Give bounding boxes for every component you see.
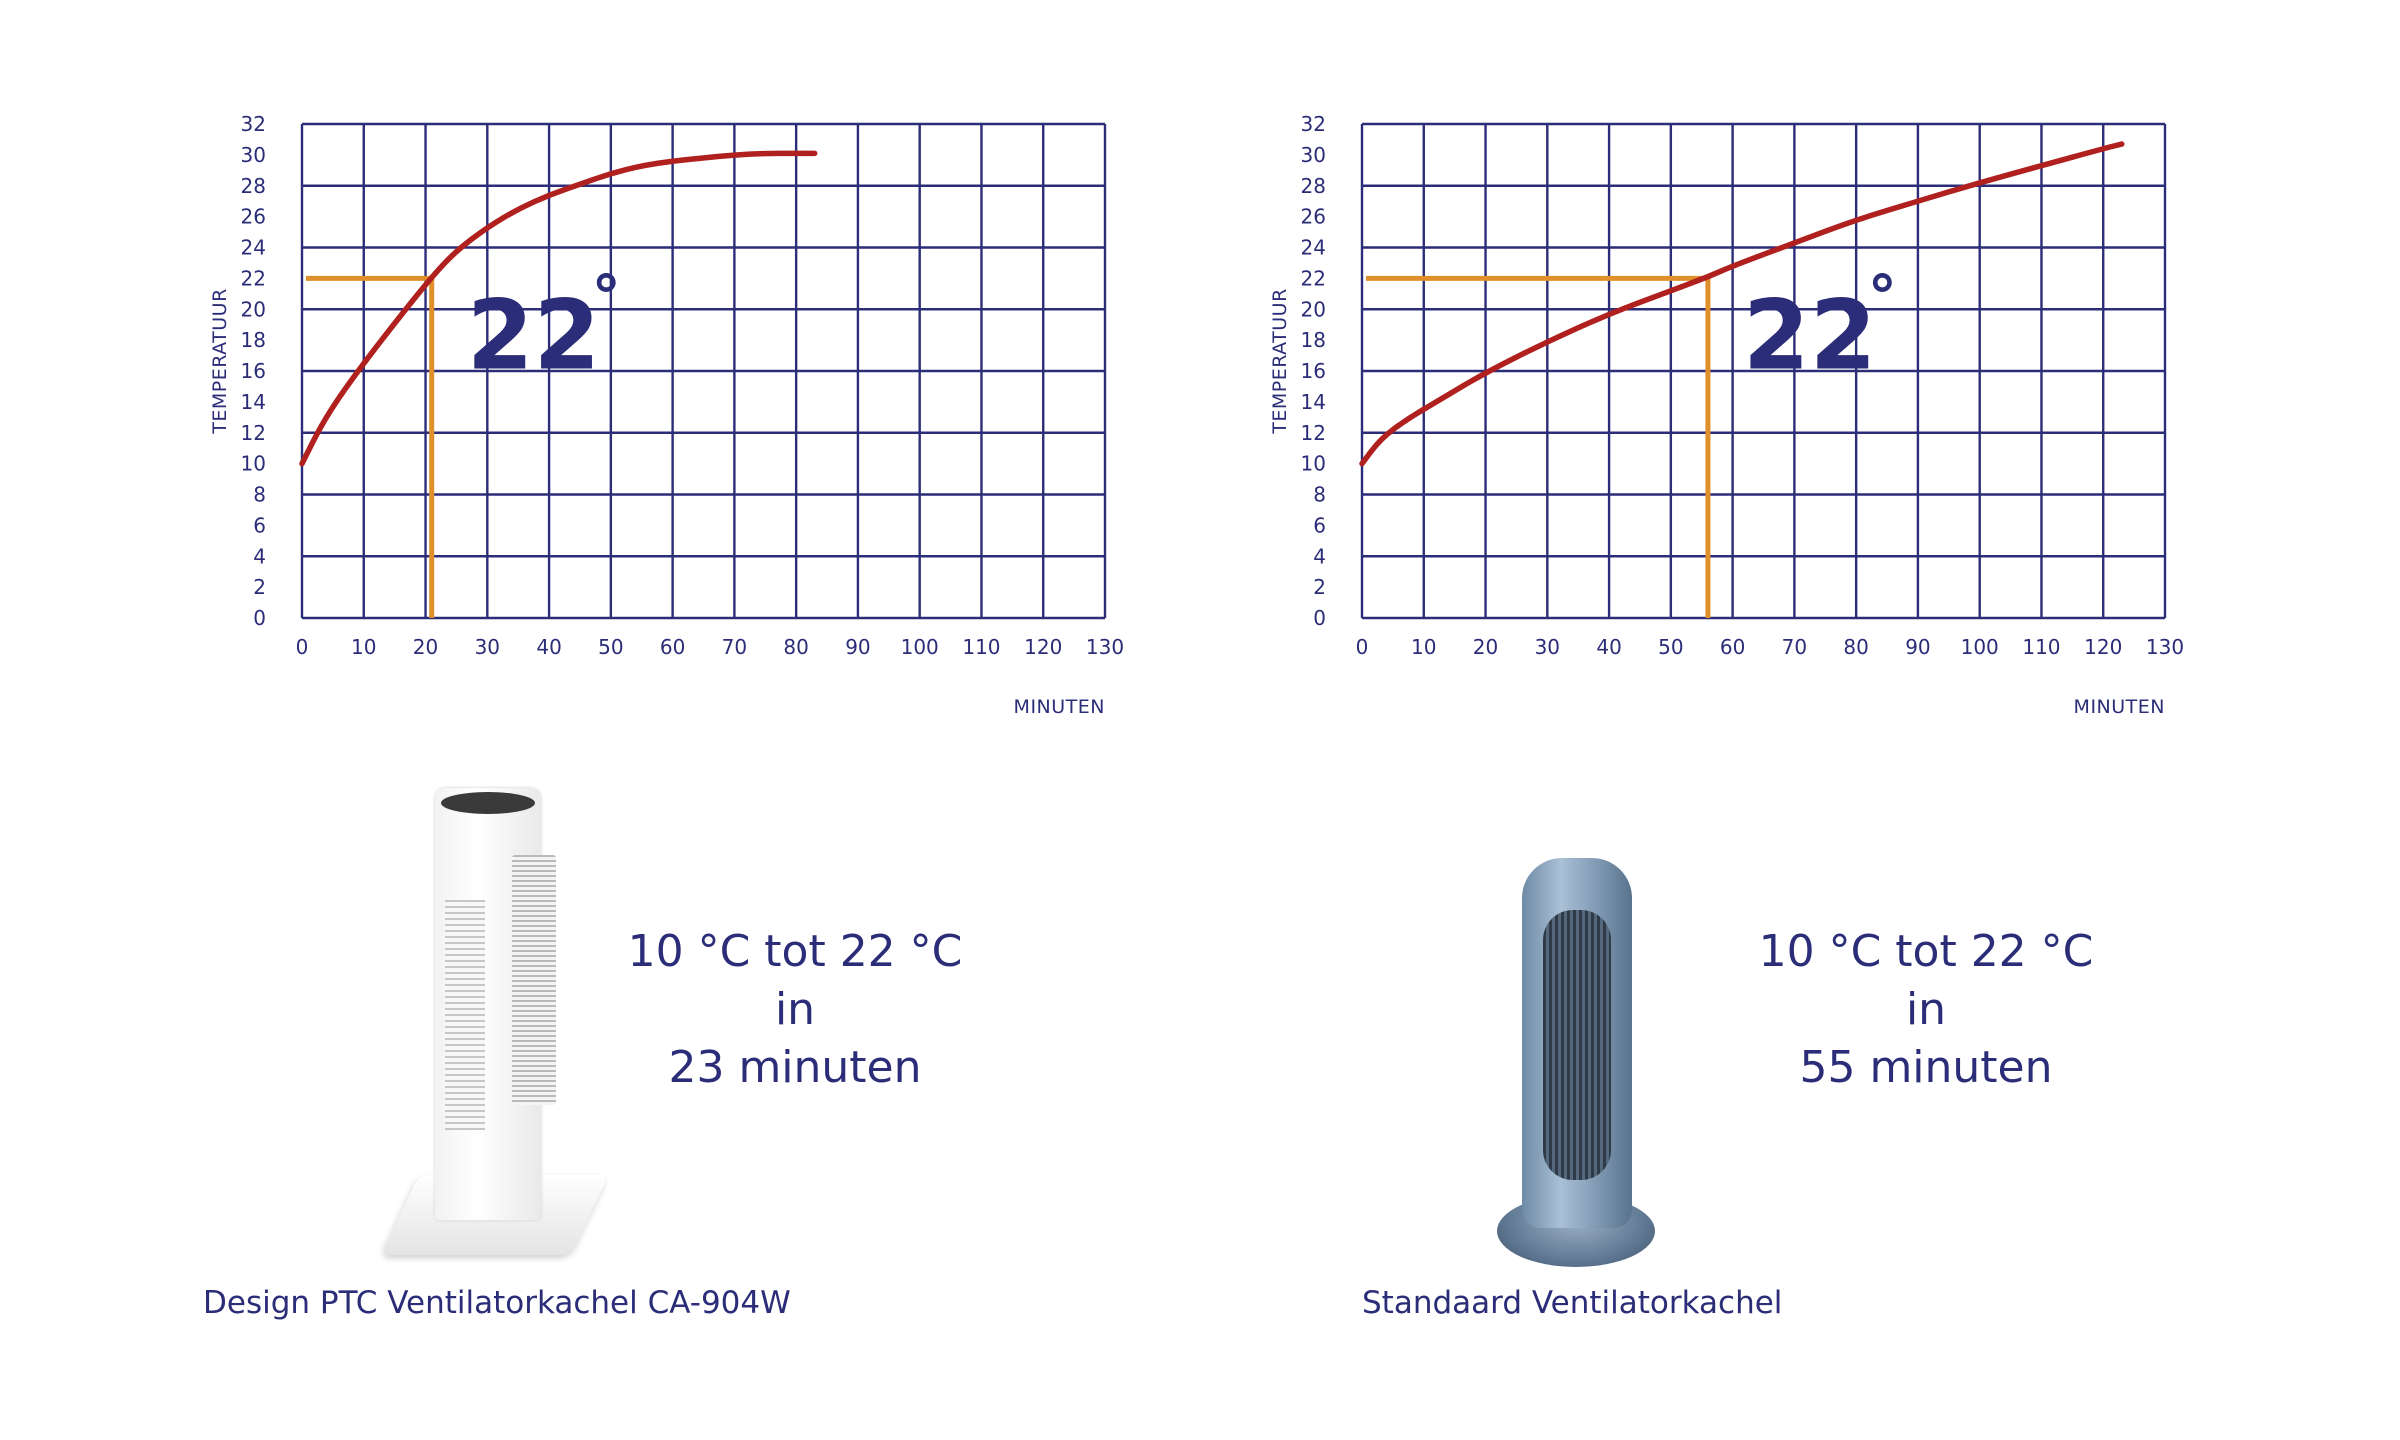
y-tick-label: 12 xyxy=(241,421,266,445)
x-tick-label: 130 xyxy=(2146,635,2184,659)
y-tick-label: 32 xyxy=(1301,112,1326,136)
y-tick-label: 28 xyxy=(241,174,266,198)
y-tick-label: 20 xyxy=(1301,297,1326,321)
temperature-curve xyxy=(299,150,818,467)
left-summary-line1: 10 °C tot 22 °C xyxy=(627,926,963,977)
y-tick-label: 16 xyxy=(241,359,266,383)
y-tick-label: 32 xyxy=(241,112,266,136)
y-tick-label: 14 xyxy=(241,390,266,414)
y-tick-label: 22 xyxy=(241,266,266,290)
y-tick-label: 14 xyxy=(1301,390,1326,414)
x-tick-label: 60 xyxy=(660,635,685,659)
x-tick-label: 80 xyxy=(783,635,808,659)
x-tick-label: 110 xyxy=(2022,635,2060,659)
left-product-caption: Design PTC Ventilatorkachel CA-904W xyxy=(203,1285,791,1321)
y-tick-label: 30 xyxy=(1301,143,1326,167)
y-tick-label: 4 xyxy=(253,544,266,568)
x-tick-label: 70 xyxy=(1782,635,1807,659)
x-tick-label: 100 xyxy=(901,635,939,659)
x-axis-label: MINUTEN xyxy=(2074,696,2165,718)
chart-right: 0 2 4 6 8 10 12 14 16 18 20 22 24 26 28 30 32 0 10 20 30 40 50… xyxy=(1060,0,2260,740)
ptc-heater-side-grill xyxy=(445,900,485,1130)
y-tick-label: 22 xyxy=(1301,266,1326,290)
left-summary: 10 °C tot 22 °C in 23 minuten xyxy=(585,923,1005,1097)
x-tick-label: 40 xyxy=(536,635,561,659)
y-tick-label: 4 xyxy=(1313,544,1326,568)
annotation-number: 22 xyxy=(1743,279,1877,391)
y-tick-label: 26 xyxy=(1301,205,1326,229)
left-summary-line3: 23 minuten xyxy=(668,1042,922,1093)
annotation-number: 22 xyxy=(467,279,601,391)
ptc-heater-top xyxy=(441,792,535,814)
annotation-degree-symbol: ° xyxy=(592,262,621,330)
x-tick-label: 30 xyxy=(475,635,500,659)
ptc-heater-front-grill xyxy=(512,855,556,1105)
x-tick-label: 40 xyxy=(1596,635,1621,659)
y-axis-label: TEMPERATUUR xyxy=(209,288,231,435)
y-tick-label: 10 xyxy=(1301,452,1326,476)
left-summary-line2: in xyxy=(774,984,816,1035)
annotation-degree-symbol: ° xyxy=(1868,262,1897,330)
x-tick-label: 120 xyxy=(1024,635,1062,659)
y-tick-label: 24 xyxy=(1301,236,1326,260)
y-tick-label: 8 xyxy=(1313,483,1326,507)
y-tick-label: 28 xyxy=(1301,174,1326,198)
x-axis-label: MINUTEN xyxy=(1014,696,1105,718)
y-tick-label: 2 xyxy=(253,575,266,599)
y-tick-label: 6 xyxy=(1313,513,1326,537)
chart-left: 0 2 4 6 8 10 12 14 16 18 20 22 24 26 28 30 32 0 10 20 30 40 50… xyxy=(0,0,1200,740)
x-tick-label: 130 xyxy=(1086,635,1124,659)
right-summary-line2: in xyxy=(1905,984,1947,1035)
x-tick-label: 90 xyxy=(1905,635,1930,659)
y-axis-label: TEMPERATUUR xyxy=(1269,288,1291,435)
y-tick-label: 16 xyxy=(1301,359,1326,383)
x-tick-label: 30 xyxy=(1535,635,1560,659)
x-tick-label: 10 xyxy=(351,635,376,659)
x-tick-label: 100 xyxy=(1961,635,1999,659)
y-tick-label: 12 xyxy=(1301,421,1326,445)
y-tick-label: 18 xyxy=(1301,328,1326,352)
standard-heater-grill xyxy=(1543,910,1611,1180)
y-tick-label: 26 xyxy=(241,205,266,229)
x-tick-label: 90 xyxy=(845,635,870,659)
x-tick-label: 20 xyxy=(1473,635,1498,659)
y-tick-label: 6 xyxy=(253,513,266,537)
x-tick-label: 70 xyxy=(722,635,747,659)
y-tick-label: 18 xyxy=(241,328,266,352)
x-tick-label: 20 xyxy=(413,635,438,659)
x-tick-label: 10 xyxy=(1411,635,1436,659)
x-tick-label: 80 xyxy=(1843,635,1868,659)
temperature-curve xyxy=(1359,141,2125,467)
x-tick-label: 0 xyxy=(1356,635,1369,659)
x-tick-label: 120 xyxy=(2084,635,2122,659)
y-tick-label: 24 xyxy=(241,236,266,260)
y-tick-label: 0 xyxy=(253,606,266,630)
x-tick-label: 50 xyxy=(1658,635,1683,659)
x-tick-label: 0 xyxy=(296,635,309,659)
y-tick-label: 10 xyxy=(241,452,266,476)
right-product-caption: Standaard Ventilatorkachel xyxy=(1362,1285,1783,1321)
x-tick-label: 50 xyxy=(598,635,623,659)
y-tick-label: 8 xyxy=(253,483,266,507)
y-tick-label: 2 xyxy=(1313,575,1326,599)
y-tick-label: 30 xyxy=(241,143,266,167)
right-summary-line3: 55 minuten xyxy=(1799,1042,2053,1093)
x-tick-label: 110 xyxy=(962,635,1000,659)
x-tick-label: 60 xyxy=(1720,635,1745,659)
y-tick-label: 20 xyxy=(241,297,266,321)
right-summary-line1: 10 °C tot 22 °C xyxy=(1758,926,2094,977)
right-summary: 10 °C tot 22 °C in 55 minuten xyxy=(1716,923,2136,1097)
y-tick-label: 0 xyxy=(1313,606,1326,630)
